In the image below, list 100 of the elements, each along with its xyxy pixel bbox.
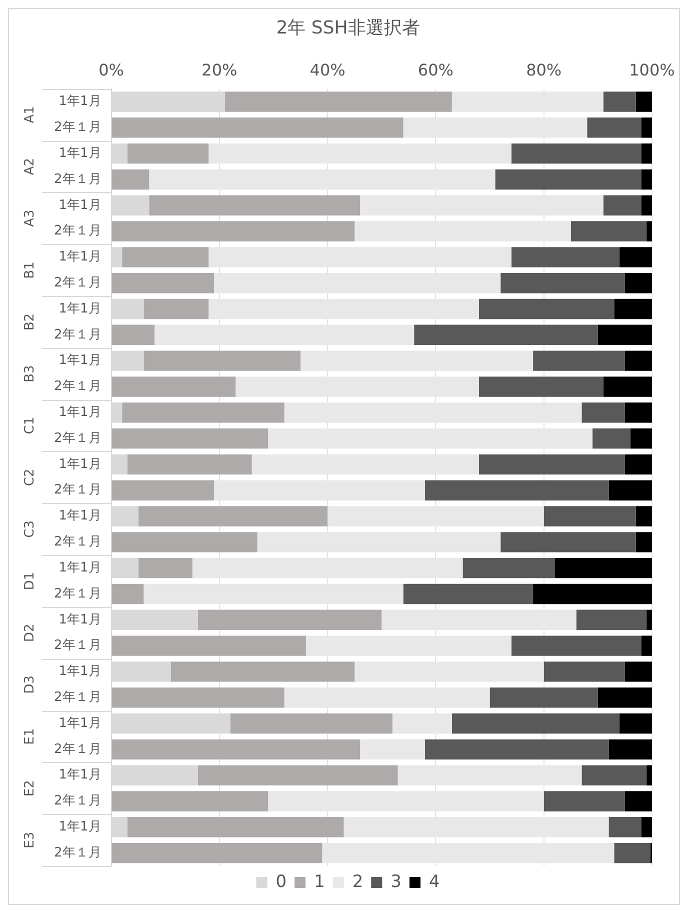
- bar: [112, 636, 306, 656]
- bar: [360, 739, 425, 760]
- text: B3: [22, 365, 38, 382]
- y-tick-label: 1年1月: [58, 405, 102, 420]
- y-tick-label: 2年１月: [54, 586, 102, 602]
- text: D3: [22, 676, 38, 694]
- bar: [603, 376, 652, 397]
- legend-label: 3: [390, 872, 402, 892]
- bar: [127, 817, 344, 838]
- bar: [500, 532, 636, 552]
- bar: [582, 765, 647, 786]
- bar: [138, 558, 192, 578]
- text: E1: [22, 728, 38, 745]
- text: D2: [22, 624, 38, 642]
- bar: [170, 662, 355, 682]
- bar: [112, 688, 284, 708]
- y-tick-label: 2年１月: [54, 224, 102, 239]
- bar: [641, 195, 652, 216]
- y-tick-label: 1年1月: [58, 198, 102, 213]
- y-tick-label: 2年１月: [54, 430, 102, 446]
- y-tick-label: 1年1月: [58, 301, 102, 316]
- bar: [544, 506, 636, 526]
- bar: [112, 480, 214, 500]
- bar: [641, 118, 652, 138]
- bar: [112, 739, 360, 760]
- y-tick-label: 2年１月: [54, 638, 102, 654]
- bar: [478, 376, 604, 397]
- bar: [112, 428, 268, 449]
- bar: [144, 350, 301, 371]
- y-tick-label: 1年1月: [58, 768, 102, 783]
- bar: [544, 791, 625, 812]
- y-tick-label: 1年1月: [58, 820, 102, 835]
- bar: [511, 143, 642, 164]
- bar: [138, 506, 328, 526]
- bar: [614, 842, 650, 864]
- text: C1: [22, 416, 38, 434]
- text: B2: [22, 313, 38, 331]
- y-tick-label: 1年1月: [58, 250, 102, 265]
- bar: [424, 480, 609, 500]
- y-tick-label: 2年１月: [54, 275, 102, 290]
- bar: [149, 195, 360, 216]
- bar: [112, 376, 236, 397]
- bar: [511, 247, 620, 268]
- bar: [478, 298, 614, 320]
- bar: [490, 688, 598, 708]
- bar: [554, 558, 652, 578]
- bar: [646, 610, 652, 630]
- legend-label: 4: [428, 872, 440, 892]
- bar: [144, 298, 209, 320]
- bar: [576, 610, 647, 630]
- y-tick-label: 1年1月: [58, 508, 102, 524]
- text: A2: [22, 158, 38, 176]
- legend-label: 0: [276, 872, 287, 892]
- bar: [122, 402, 284, 423]
- text: E2: [22, 780, 38, 797]
- text: D1: [22, 572, 38, 590]
- x-tick-label: 0%: [98, 60, 124, 80]
- text: C2: [22, 468, 38, 486]
- y-tick-label: 2年１月: [54, 742, 102, 757]
- bar: [624, 454, 652, 475]
- bar: [533, 350, 625, 371]
- bar: [636, 532, 652, 552]
- bar: [641, 636, 652, 656]
- bar: [582, 402, 625, 423]
- bar: [112, 324, 155, 346]
- bar: [452, 713, 620, 734]
- bar: [636, 92, 652, 112]
- bar: [533, 584, 652, 604]
- x-tick-label: 100%: [629, 60, 675, 80]
- bar: [495, 169, 642, 190]
- bar: [112, 791, 268, 812]
- text: A1: [22, 106, 38, 124]
- legend-label: 1: [314, 872, 325, 892]
- bar: [403, 584, 534, 604]
- bar: [608, 480, 652, 500]
- bar: [224, 92, 452, 112]
- y-tick-label: 2年１月: [54, 120, 102, 136]
- y-tick-label: 2年１月: [54, 534, 102, 550]
- bar: [624, 402, 652, 423]
- bar: [641, 817, 652, 838]
- y-tick-label: 2年１月: [54, 845, 102, 860]
- bar: [112, 584, 144, 604]
- y-tick-label: 2年１月: [54, 690, 102, 705]
- bar: [112, 272, 214, 294]
- y-tick-label: 2年１月: [54, 379, 102, 394]
- bar: [636, 506, 652, 526]
- y-tick-label: 2年１月: [54, 172, 102, 187]
- bar: [608, 817, 642, 838]
- bar: [414, 324, 598, 346]
- text: A3: [22, 210, 38, 227]
- bar: [478, 454, 625, 475]
- bar: [608, 739, 652, 760]
- bar: [620, 713, 652, 734]
- bar: [424, 739, 609, 760]
- bar: [112, 118, 404, 138]
- text: B1: [22, 262, 38, 279]
- bar: [198, 765, 398, 786]
- bar: [230, 713, 392, 734]
- bar: [127, 143, 209, 164]
- y-tick-label: 1年1月: [58, 456, 102, 472]
